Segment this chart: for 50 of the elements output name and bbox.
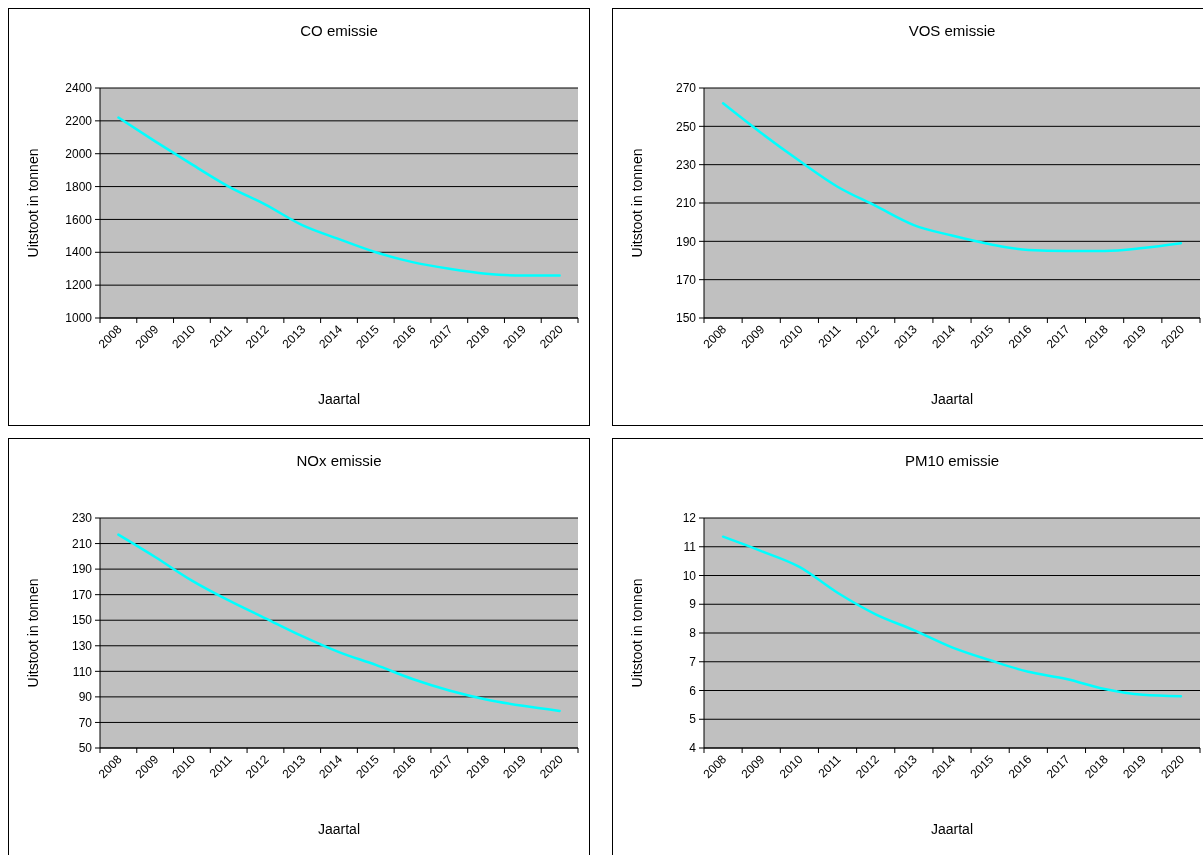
y-tick-label: 210: [675, 196, 697, 211]
chart-title: PM10 emissie: [904, 452, 1000, 469]
y-tick-label: 6: [689, 683, 697, 698]
x-axis-title: Jaartal: [930, 391, 974, 407]
y-tick-label: 12: [682, 511, 697, 526]
y-tick-label: 170: [675, 272, 697, 287]
y-tick-label: 50: [78, 741, 93, 756]
y-tick-label: 90: [78, 690, 93, 705]
y-tick-label: 270: [675, 81, 697, 96]
y-tick-label: 190: [71, 562, 93, 577]
x-axis-title: Jaartal: [317, 821, 361, 837]
y-tick-label: 1400: [65, 245, 93, 260]
y-tick-label: 70: [78, 715, 93, 730]
y-tick-label: 2200: [65, 114, 93, 129]
chart-title: CO emissie: [300, 22, 378, 39]
y-tick-label: 2400: [65, 81, 93, 96]
y-axis-title: Uitstoot in tonnen: [629, 578, 645, 688]
x-axis-title: Jaartal: [930, 821, 974, 837]
y-tick-label: 9: [689, 597, 697, 612]
y-tick-label: 150: [71, 613, 93, 628]
y-tick-label: 210: [71, 536, 93, 551]
y-tick-label: 190: [675, 234, 697, 249]
y-tick-label: 10: [682, 568, 697, 583]
y-tick-label: 2000: [65, 146, 93, 161]
y-tick-label: 110: [72, 664, 93, 679]
y-tick-label: 150: [675, 311, 697, 326]
line-series: [721, 535, 1183, 698]
y-tick-label: 130: [71, 638, 93, 653]
y-tick-label: 7: [689, 654, 697, 669]
line-series: [117, 116, 561, 277]
line-series: [117, 533, 561, 713]
y-axis-title: Uitstoot in tonnen: [629, 148, 645, 258]
y-tick-label: 1600: [65, 212, 93, 227]
y-axis-title: Uitstoot in tonnen: [25, 148, 41, 258]
y-tick-label: 250: [675, 119, 697, 134]
y-tick-label: 1200: [65, 278, 93, 293]
y-tick-label: 4: [689, 741, 697, 756]
y-tick-label: 11: [683, 539, 697, 554]
y-tick-label: 230: [71, 511, 93, 526]
y-tick-label: 1000: [65, 311, 93, 326]
y-tick-label: 5: [689, 712, 697, 727]
y-tick-label: 8: [689, 626, 697, 641]
line-series: [721, 102, 1183, 253]
y-tick-label: 1800: [65, 179, 93, 194]
chart-title: VOS emissie: [908, 22, 996, 39]
y-axis-title: Uitstoot in tonnen: [25, 578, 41, 688]
chart-title: NOx emissie: [296, 452, 382, 469]
y-tick-label: 230: [675, 157, 697, 172]
x-axis-title: Jaartal: [317, 391, 361, 407]
y-tick-label: 170: [71, 587, 93, 602]
